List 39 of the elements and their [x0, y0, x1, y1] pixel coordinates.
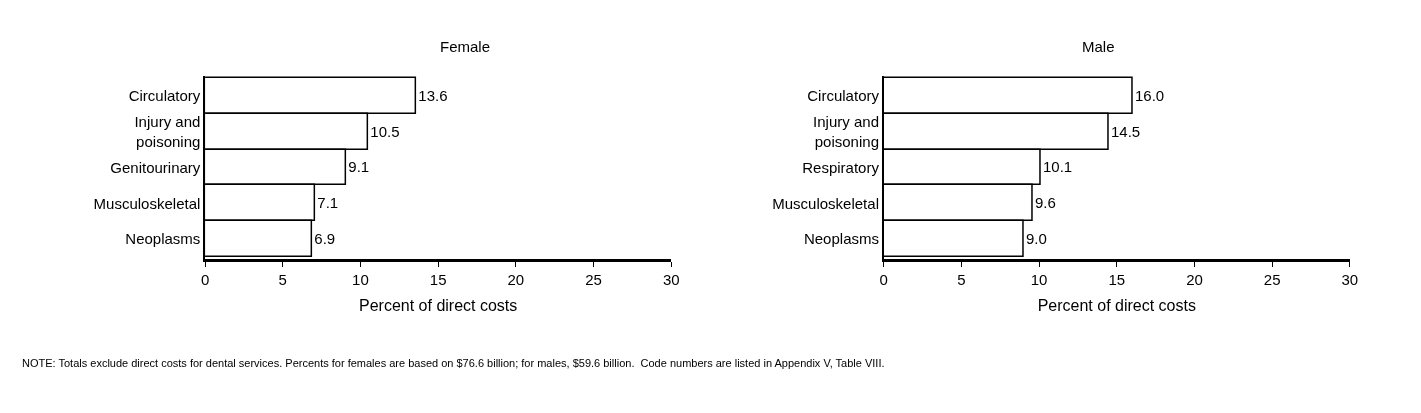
x-tick-label: 10 — [1030, 270, 1048, 288]
x-tick-label: 20 — [507, 270, 525, 288]
data-label: 14.5 — [1110, 122, 1141, 140]
x-axis-title: Percent of direct costs — [359, 297, 518, 315]
y-tick-label: Genitourinary — [110, 158, 201, 176]
data-label: 7.1 — [317, 193, 339, 211]
chart-title: Female — [440, 38, 491, 55]
y-tick-label: Injury and poisoning — [134, 113, 201, 150]
data-label: 10.1 — [1042, 158, 1073, 176]
y-tick-label: Circulatory — [128, 87, 201, 105]
data-label: 13.6 — [418, 86, 448, 104]
x-tick-label: 15 — [429, 270, 447, 288]
y-tick-label: Neoplasms — [125, 230, 201, 248]
x-tick-label: 0 — [200, 270, 210, 288]
chart-title: Male — [1082, 38, 1115, 55]
text: NOTE: Totals exclude direct costs for dental services. Percents for females are based on $76.6 billion; for males, $59.6 billion. Code numbers are listed in Appendix V, Table VIII. — [22, 357, 885, 369]
x-tick-label: 10 — [352, 270, 369, 288]
y-tick-label: Musculoskeletal — [772, 194, 879, 212]
y-tick-label: Neoplasms — [803, 230, 879, 248]
data-label: 9.1 — [348, 158, 370, 176]
x-tick-label: 0 — [879, 270, 888, 288]
y-tick-label: Musculoskeletal — [93, 194, 201, 212]
y-tick-label: Respiratory — [802, 158, 880, 176]
x-tick-label: 15 — [1108, 270, 1126, 288]
x-tick-label: 20 — [1186, 270, 1203, 288]
data-label: 10.5 — [370, 122, 400, 140]
x-tick-label: 5 — [957, 270, 966, 288]
x-tick-label: 30 — [1341, 270, 1359, 288]
data-label: 16.0 — [1134, 86, 1165, 104]
x-tick-label: 30 — [662, 270, 680, 288]
x-axis-title: Percent of direct costs — [1037, 297, 1196, 315]
x-tick-label: 5 — [278, 270, 287, 288]
x-tick-label: 25 — [585, 270, 602, 288]
data-label: 9.6 — [1034, 193, 1056, 211]
y-tick-label: Injury and poisoning — [813, 113, 879, 150]
data-label: 6.9 — [314, 229, 336, 247]
y-tick-label: Circulatory — [807, 87, 880, 105]
data-label: 9.0 — [1025, 229, 1047, 247]
x-tick-label: 25 — [1263, 270, 1281, 288]
